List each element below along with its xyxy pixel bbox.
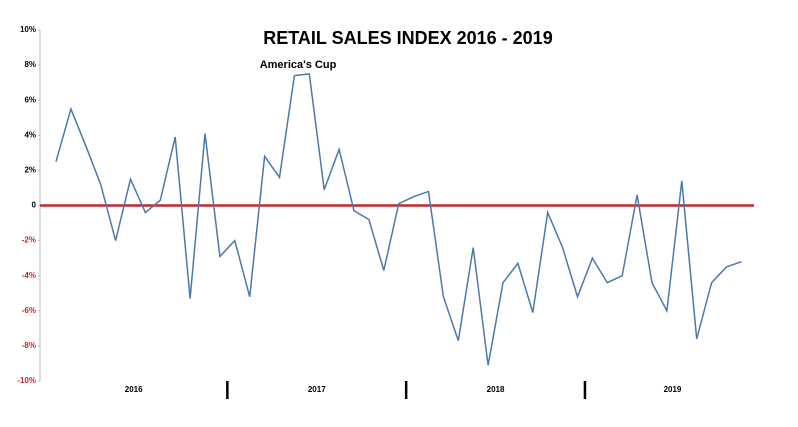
y-tick-label: 8% — [24, 60, 36, 69]
y-tick-label: -4% — [22, 271, 36, 280]
y-tick-label: -2% — [22, 236, 36, 245]
y-tick-label: 10% — [20, 25, 36, 34]
y-tick-label: 4% — [24, 130, 36, 139]
x-group-label: 2019 — [664, 385, 682, 394]
y-tick-label: -8% — [22, 341, 36, 350]
y-tick-label: 6% — [24, 95, 36, 104]
x-group-label: 2016 — [125, 385, 143, 394]
annotation: America's Cup — [260, 59, 337, 71]
y-tick-label: 2% — [24, 166, 36, 175]
y-tick-label: 0 — [32, 201, 37, 210]
chart-title: RETAIL SALES INDEX 2016 - 2019 — [263, 28, 552, 48]
x-group-label: 2018 — [487, 385, 505, 394]
data-line — [55, 73, 742, 366]
x-group-label: 2017 — [308, 385, 326, 394]
y-tick-label: -10% — [17, 376, 36, 385]
y-tick-label: -6% — [22, 306, 36, 315]
